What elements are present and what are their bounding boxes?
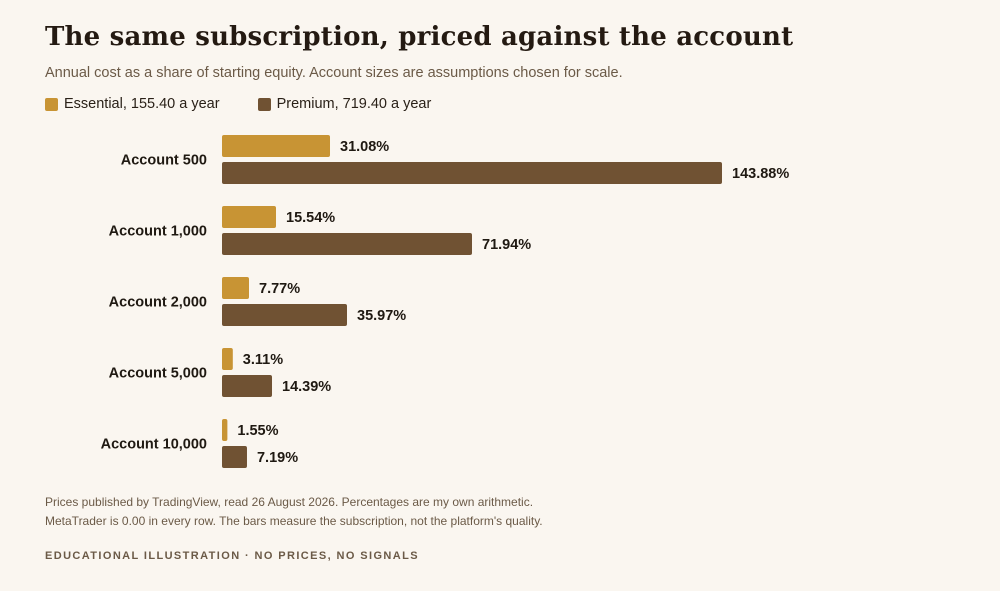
data-label: 15.54% <box>286 210 335 226</box>
chart-title: The same subscription, priced against th… <box>45 22 794 52</box>
legend-label-premium: Premium, 719.40 a year <box>276 96 432 112</box>
category-label: Account 500 <box>121 153 207 169</box>
category-label: Account 2,000 <box>109 295 207 311</box>
data-label: 14.39% <box>282 379 331 395</box>
footer-disclaimer: EDUCATIONAL ILLUSTRATION · NO PRICES, NO… <box>45 550 419 562</box>
data-label: 31.08% <box>340 139 389 155</box>
category-label: Account 10,000 <box>101 437 207 453</box>
bar-essential <box>222 348 233 370</box>
bar-premium <box>222 304 347 326</box>
data-label: 7.19% <box>257 450 298 466</box>
bar-essential <box>222 419 228 441</box>
data-label: 143.88% <box>732 166 789 182</box>
data-label: 35.97% <box>357 308 406 324</box>
data-label: 1.55% <box>237 423 278 439</box>
bar-chart: Account 500 31.08% 143.88% Account 1,000 15.… <box>101 135 789 468</box>
data-label: 3.11% <box>243 352 283 368</box>
bar-essential <box>222 135 331 157</box>
bar-essential <box>222 277 250 299</box>
legend-label-essential: Essential, 155.40 a year <box>64 96 220 112</box>
note-line-2: MetaTrader is 0.00 in every row. The bar… <box>45 514 543 528</box>
chart-subtitle: Annual cost as a share of starting equit… <box>45 65 623 81</box>
data-label: 71.94% <box>482 237 531 253</box>
data-label: 7.77% <box>259 281 300 297</box>
chart-legend: Essential, 155.40 a year Premium, 719.40… <box>45 96 431 112</box>
legend-item-essential: Essential, 155.40 a year <box>45 96 220 112</box>
category-label: Account 5,000 <box>109 366 207 382</box>
legend-swatch-essential <box>45 97 58 111</box>
bar-essential <box>222 206 277 228</box>
note-line-1: Prices published by TradingView, read 26… <box>45 495 534 509</box>
legend-swatch-premium <box>257 97 271 111</box>
bar-premium <box>222 446 247 468</box>
bar-premium <box>222 233 472 255</box>
bar-premium <box>222 375 273 397</box>
bar-premium <box>222 162 722 184</box>
category-label: Account 1,000 <box>109 224 207 240</box>
chart-notes: Prices published by TradingView, read 26… <box>45 493 543 531</box>
legend-item-premium: Premium, 719.40 a year <box>257 96 432 112</box>
